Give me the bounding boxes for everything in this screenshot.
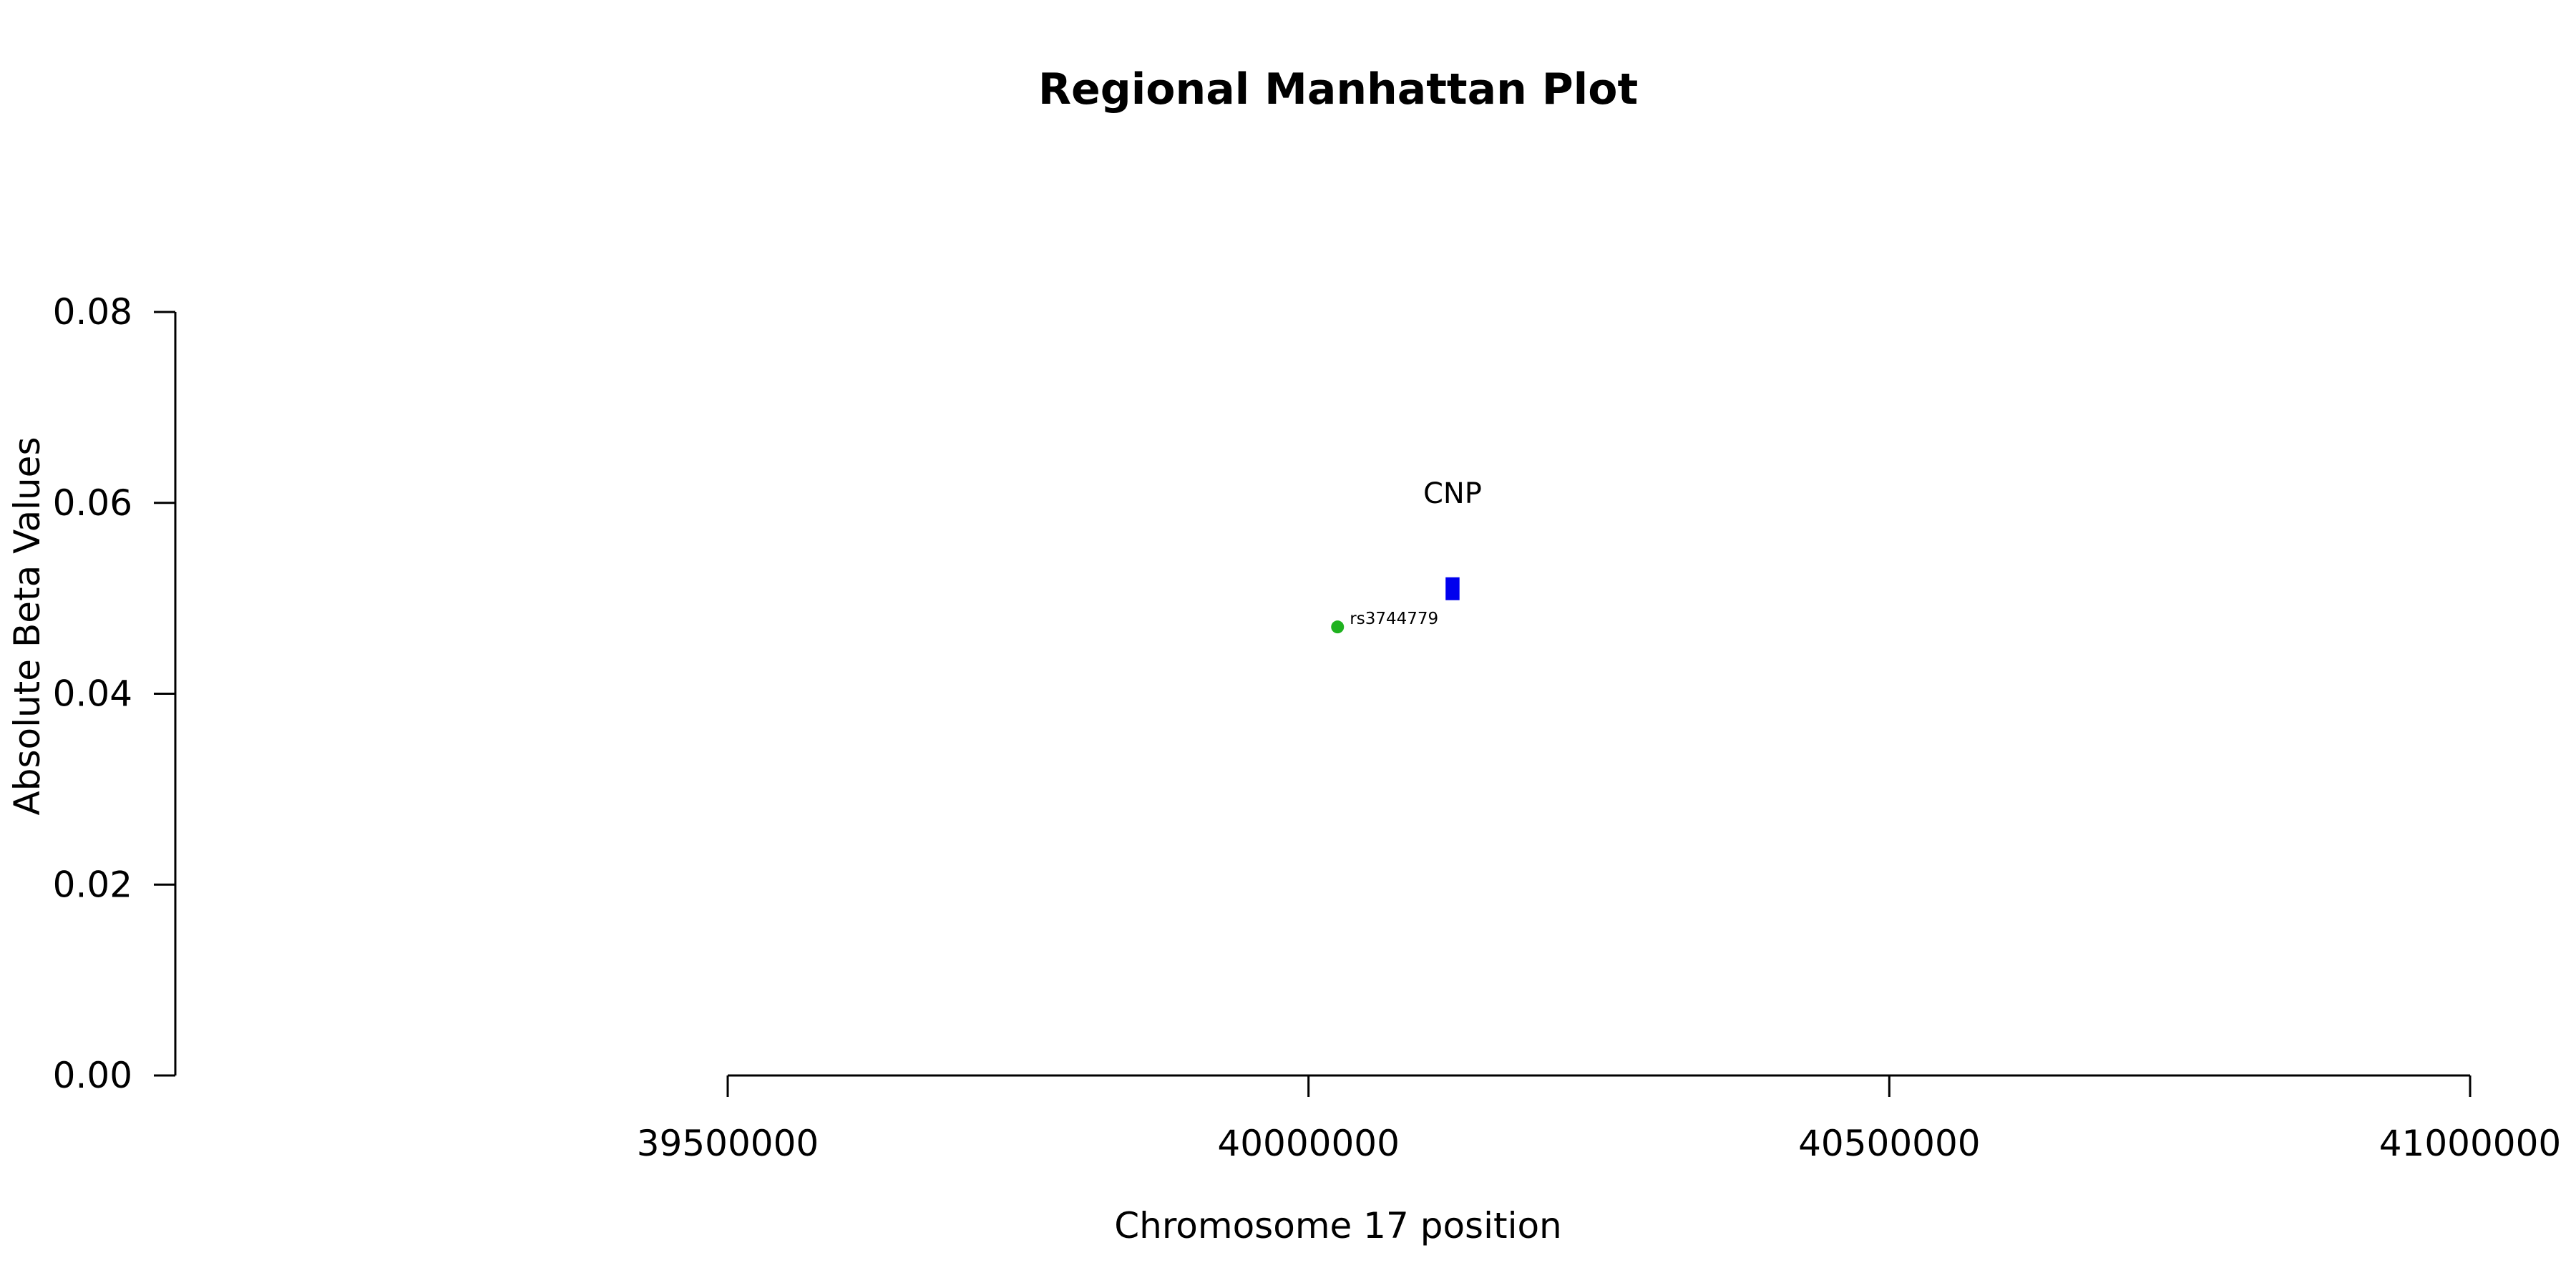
y-tick-label: 0.04 xyxy=(53,673,132,715)
snp-point xyxy=(1331,620,1345,634)
x-tick-label: 40000000 xyxy=(1217,1123,1400,1164)
y-tick-label: 0.02 xyxy=(53,864,132,905)
y-axis: 0.00 0.02 0.04 0.06 0.08 xyxy=(53,291,177,1096)
y-tick-label: 0.08 xyxy=(53,291,132,333)
plot-marks: CNP rs3744779 xyxy=(1331,477,1482,634)
x-axis: 39500000 40000000 40500000 41000000 xyxy=(637,1074,2562,1164)
y-axis-label: Absolute Beta Values xyxy=(6,437,48,816)
snp-label: rs3744779 xyxy=(1350,610,1438,628)
x-tick-label: 40500000 xyxy=(1798,1123,1981,1164)
x-axis-label: Chromosome 17 position xyxy=(1114,1205,1562,1246)
x-tick-label: 41000000 xyxy=(2379,1123,2562,1164)
gene-block xyxy=(1445,577,1460,600)
x-tick-label: 39500000 xyxy=(637,1123,819,1164)
y-tick-label: 0.06 xyxy=(53,482,132,524)
chart-title: Regional Manhattan Plot xyxy=(1038,64,1638,114)
y-tick-label: 0.00 xyxy=(53,1055,132,1096)
gene-label: CNP xyxy=(1423,477,1482,510)
